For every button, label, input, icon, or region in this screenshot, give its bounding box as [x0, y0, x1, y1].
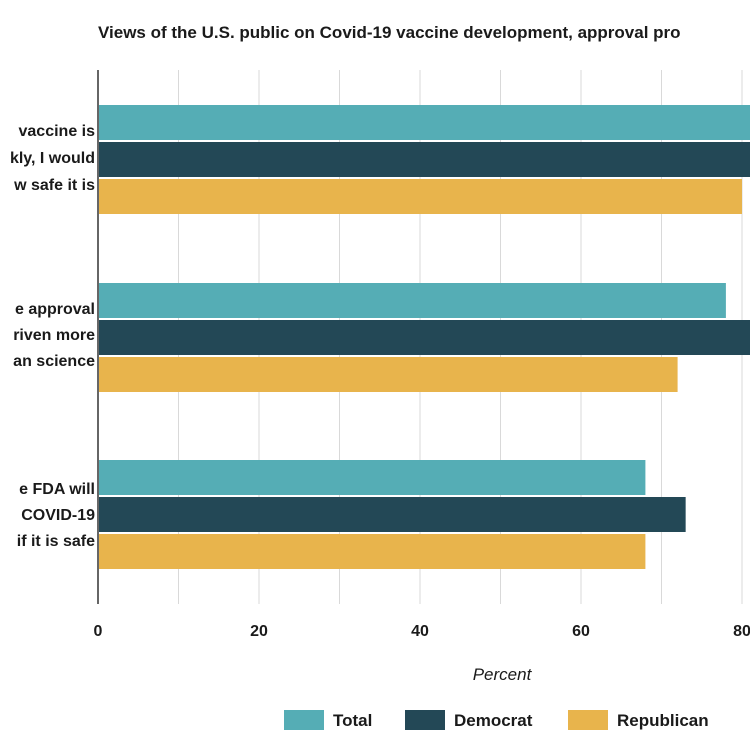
- bar-democrat-3: [99, 497, 686, 532]
- chart-title: Views of the U.S. public on Covid-19 vac…: [98, 23, 681, 42]
- category-label: riven more: [13, 327, 95, 344]
- bar-total-3: [99, 460, 646, 495]
- legend-label-democrat: Democrat: [454, 711, 533, 730]
- category-labels: vaccine is kly, I would w safe it is e appr…: [10, 123, 95, 550]
- bar-total-2: [99, 283, 726, 318]
- legend-swatch-democrat: [405, 710, 445, 730]
- x-axis-label: Percent: [473, 665, 533, 684]
- category-label: e FDA will: [19, 481, 95, 498]
- x-tick-label: 20: [250, 623, 268, 640]
- category-label: w safe it is: [13, 177, 95, 194]
- legend-swatch-republican: [568, 710, 608, 730]
- x-tick-label: 80: [733, 623, 750, 640]
- category-label: vaccine is: [19, 123, 96, 140]
- bar-republican-1: [99, 179, 742, 214]
- category-label: if it is safe: [17, 533, 95, 550]
- legend-label-total: Total: [333, 711, 372, 730]
- category-label: an science: [13, 353, 95, 370]
- bars: [99, 105, 750, 569]
- x-tick-label: 60: [572, 623, 590, 640]
- legend: Total Democrat Republican: [284, 710, 709, 730]
- bar-republican-2: [99, 357, 678, 392]
- bar-total-1: [99, 105, 750, 140]
- category-label: COVID-19: [21, 507, 95, 524]
- bar-democrat-2: [99, 320, 750, 355]
- category-label: e approval: [15, 301, 95, 318]
- category-label: kly, I would: [10, 150, 95, 167]
- x-axis-ticks: 0 20 40 60 80: [94, 623, 750, 640]
- bar-republican-3: [99, 534, 646, 569]
- legend-swatch-total: [284, 710, 324, 730]
- x-tick-label: 40: [411, 623, 429, 640]
- legend-label-republican: Republican: [617, 711, 709, 730]
- bar-democrat-1: [99, 142, 750, 177]
- x-tick-label: 0: [94, 623, 103, 640]
